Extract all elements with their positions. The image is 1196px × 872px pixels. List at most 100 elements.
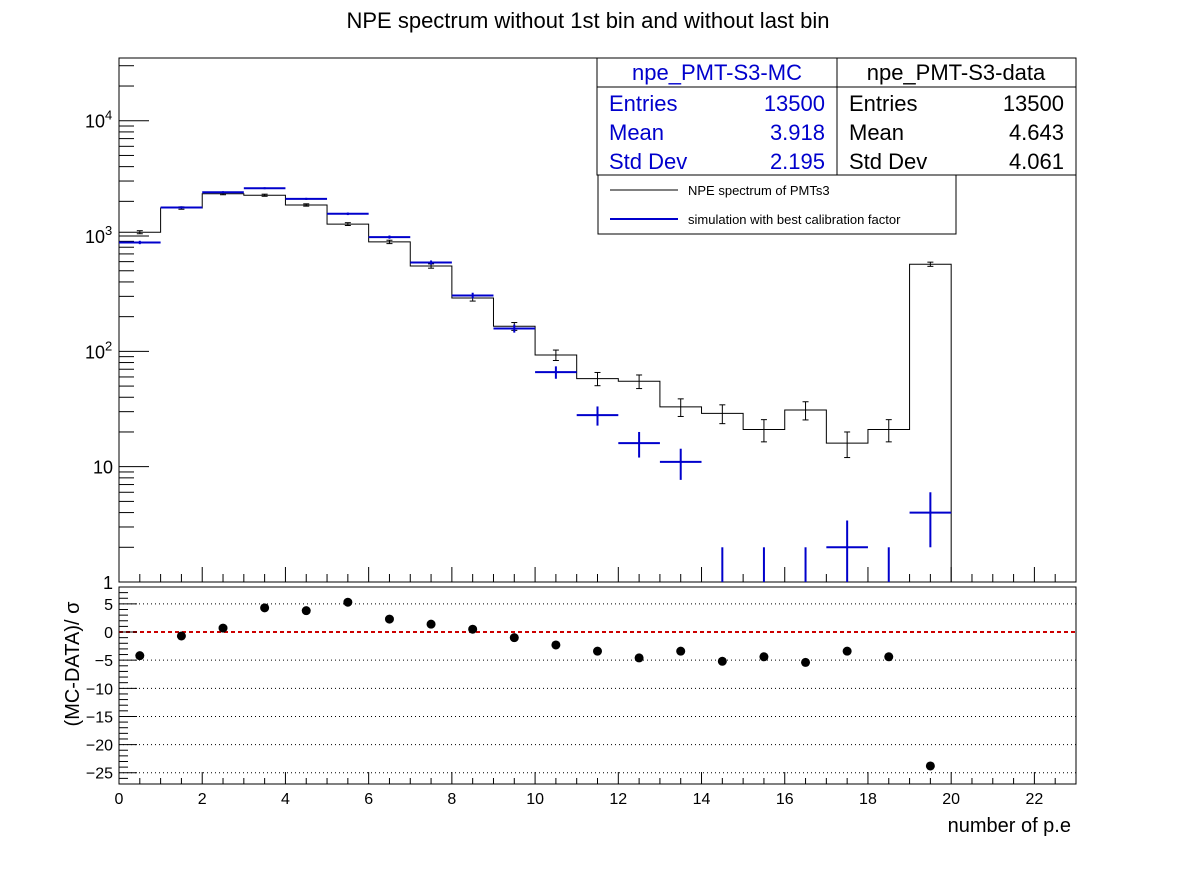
pull-point [426, 619, 436, 629]
pull-point [468, 624, 478, 634]
legend-data-label: NPE spectrum of PMTs3 [688, 183, 830, 198]
data-point [844, 431, 851, 459]
data-point [677, 398, 684, 417]
x-tick-label: 14 [693, 791, 711, 808]
stat-data-entries-value: 13500 [1003, 91, 1064, 116]
pull-point [759, 652, 769, 662]
mc-point [119, 240, 161, 245]
data-point [303, 203, 310, 207]
lower-y-tick-label: −15 [86, 709, 113, 726]
data-point [927, 261, 934, 267]
y-tick-label: 10 [93, 458, 113, 478]
data-point [386, 239, 393, 245]
y-tick-label: 102 [85, 338, 112, 362]
data-point [885, 419, 892, 443]
legend: NPE spectrum of PMTs3 simulation with be… [597, 174, 957, 235]
stat-mc-std-label: Std Dev [609, 149, 687, 174]
mc-point [202, 191, 244, 194]
x-tick-label: 0 [115, 791, 124, 808]
pull-point [384, 614, 394, 624]
stat-data-std-label: Std Dev [849, 149, 927, 174]
stat-mc-entries-value: 13500 [764, 91, 825, 116]
mc-point [160, 206, 203, 209]
stat-mc-title: npe_PMT-S3-MC [632, 60, 802, 85]
y-tick-label: 104 [85, 108, 112, 132]
x-tick-label: 4 [281, 791, 290, 808]
x-tick-label: 8 [447, 791, 456, 808]
mc-point [327, 212, 369, 216]
lower-y-tick-label: 5 [104, 597, 113, 614]
data-point [552, 349, 559, 361]
lower-y-axis: 5 0 −5 −10 −15 −20 −25 [86, 592, 137, 783]
data-point [344, 222, 351, 227]
pull-point [925, 761, 935, 771]
pull-point [676, 646, 686, 656]
pull-point [343, 597, 353, 607]
x-tick-label: 2 [198, 791, 207, 808]
legend-mc-label: simulation with best calibration factor [688, 212, 901, 227]
mc-point [909, 492, 952, 548]
mc-point [243, 187, 286, 190]
x-tick-label: 16 [776, 791, 794, 808]
stat-mc-std-value: 2.195 [770, 149, 825, 174]
x-tick-label: 12 [609, 791, 627, 808]
lower-y-tick-label: −5 [95, 653, 113, 670]
pull-point [509, 633, 519, 643]
lower-plot-frame [118, 586, 1077, 785]
lower-y-axis-title: (MC-DATA)/ σ [62, 601, 84, 727]
y-tick-label: 103 [85, 223, 112, 247]
mc-point [368, 235, 411, 239]
chart-title: NPE spectrum without 1st bin and without… [346, 8, 829, 33]
pull-point [260, 603, 270, 613]
mc-point [410, 260, 452, 265]
pull-point [301, 606, 311, 616]
pull-point [634, 653, 644, 663]
data-point [760, 419, 767, 443]
data-point [802, 401, 809, 421]
lower-y-tick-label: −20 [86, 738, 113, 755]
x-tick-label: 22 [1025, 791, 1043, 808]
pull-point [842, 646, 852, 656]
upper-y-axis: 1 10 102 103 104 [85, 65, 149, 593]
pull-point [218, 623, 228, 633]
lower-y-tick-label: −10 [86, 681, 113, 698]
stat-mc-mean-value: 3.918 [770, 120, 825, 145]
lower-grid [119, 603, 1076, 774]
upper-x-ticks [118, 567, 1077, 582]
stat-data-mean-value: 4.643 [1009, 120, 1064, 145]
stat-mc-entries-label: Entries [609, 91, 677, 116]
data-point [594, 371, 601, 387]
x-tick-label: 6 [364, 791, 373, 808]
mc-point [618, 431, 660, 458]
data-point [261, 193, 268, 197]
pull-point [593, 646, 602, 656]
stat-data-title: npe_PMT-S3-data [867, 60, 1046, 85]
stat-data-mean-label: Mean [849, 120, 904, 145]
pull-point [884, 652, 894, 662]
data-point [719, 404, 726, 425]
mc-point [493, 324, 536, 333]
pull-point [551, 640, 561, 650]
mc-histogram [119, 187, 952, 582]
lower-x-axis: 0 2 4 6 8 10 12 14 16 18 20 22 [115, 772, 1077, 808]
stat-mc-mean-label: Mean [609, 120, 664, 145]
stat-box-mc: npe_PMT-S3-MC Entries 13500 Mean 3.918 S… [596, 57, 838, 176]
y-tick-label: 1 [103, 573, 113, 593]
x-tick-label: 20 [942, 791, 960, 808]
mc-point [285, 197, 328, 201]
mc-point [659, 448, 702, 480]
pull-point [801, 657, 811, 667]
mc-point [451, 292, 494, 299]
data-histogram [119, 192, 952, 582]
pull-points [135, 597, 935, 771]
mc-point [576, 406, 619, 426]
pull-point [717, 656, 727, 666]
pull-point [176, 631, 186, 641]
stat-data-entries-label: Entries [849, 91, 917, 116]
lower-y-tick-label: −25 [86, 766, 113, 783]
pull-point [135, 651, 145, 661]
data-point [636, 374, 643, 390]
stat-data-std-value: 4.061 [1009, 149, 1064, 174]
lower-y-tick-label: 0 [104, 625, 113, 642]
